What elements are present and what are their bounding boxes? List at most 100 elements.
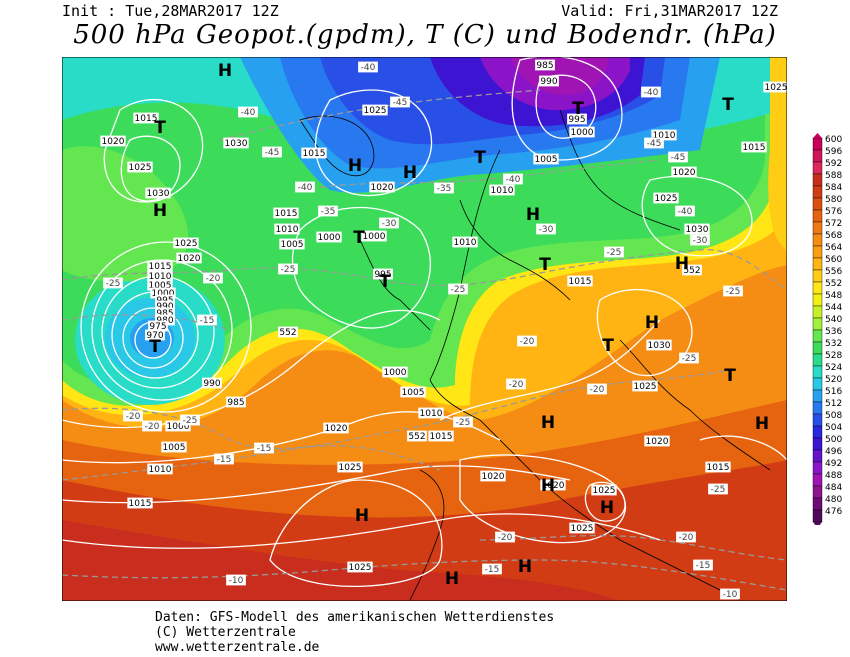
high-pressure-marker: H: [755, 414, 769, 434]
svg-text:1010: 1010: [491, 186, 514, 196]
footer-data-source: Daten: GFS-Modell des amerikanischen Wet…: [155, 610, 555, 625]
temperature-label: -10: [226, 574, 246, 586]
svg-text:-30: -30: [539, 225, 554, 235]
scale-swatch: [812, 329, 823, 343]
scale-label: 564: [825, 243, 842, 253]
high-pressure-marker: H: [348, 156, 362, 176]
svg-text:-20: -20: [679, 533, 694, 543]
low-pressure-marker: T: [572, 99, 584, 119]
scale-label: 508: [825, 411, 842, 421]
pressure-label: 1025: [569, 522, 595, 534]
svg-text:-25: -25: [451, 285, 466, 295]
svg-text:1025: 1025: [349, 563, 372, 573]
temperature-label: -25: [604, 246, 624, 258]
land-outlines: [299, 109, 771, 601]
scale-swatch: [812, 233, 823, 247]
svg-text:1015: 1015: [135, 114, 158, 124]
temperature-label: -20: [676, 531, 696, 543]
temperature-label: -40: [675, 205, 695, 217]
scale-label: 588: [825, 171, 842, 181]
svg-text:-25: -25: [106, 279, 121, 289]
pressure-label: 1010: [274, 223, 300, 235]
temperature-label: -10: [720, 588, 740, 600]
svg-text:-45: -45: [647, 139, 662, 149]
chart-title: 500 hPa Geopot.(gpdm), T (C) und Bodendr…: [73, 20, 777, 50]
pressure-label: 1005: [161, 441, 187, 453]
pressure-label: 1030: [684, 223, 710, 235]
pressure-label: 1030: [223, 137, 249, 149]
scale-label: 500: [825, 435, 842, 445]
pressure-label: 1015: [147, 260, 173, 272]
low-pressure-marker: T: [602, 336, 614, 356]
scale-label: 480: [825, 495, 842, 505]
svg-text:1010: 1010: [149, 272, 172, 282]
svg-text:1010: 1010: [276, 225, 299, 235]
svg-text:1005: 1005: [163, 443, 186, 453]
pressure-label: 990: [202, 377, 222, 389]
pressure-label: 975: [148, 320, 168, 332]
temperature-label: -15: [482, 563, 502, 575]
temperature-label: -45: [390, 96, 410, 108]
svg-text:1000: 1000: [152, 289, 175, 299]
pressure-label: 1025: [632, 380, 658, 392]
scale-label: 548: [825, 291, 842, 301]
pressure-label: 1020: [100, 135, 126, 147]
svg-text:-35: -35: [321, 207, 336, 217]
pressure-label: 1025: [653, 192, 679, 204]
scale-swatch: [812, 497, 823, 511]
scale-label: 484: [825, 483, 842, 493]
svg-text:-25: -25: [607, 248, 622, 258]
svg-text:-40: -40: [298, 183, 313, 193]
svg-text:-45: -45: [393, 98, 408, 108]
scale-label: 540: [825, 315, 842, 325]
svg-text:1020: 1020: [178, 254, 201, 264]
scale-label: 528: [825, 351, 842, 361]
scale-label: 552: [825, 279, 842, 289]
svg-text:1005: 1005: [281, 240, 304, 250]
svg-text:1005: 1005: [535, 155, 558, 165]
pressure-label: 1025: [347, 561, 373, 573]
low-pressure-marker: T: [379, 272, 391, 292]
scale-label: 524: [825, 363, 842, 373]
pressure-label: 1015: [301, 147, 327, 159]
pressure-label: 1030: [646, 339, 672, 351]
high-pressure-marker: H: [675, 254, 689, 274]
svg-text:1000: 1000: [167, 422, 190, 432]
svg-text:1020: 1020: [542, 481, 565, 491]
pressure-label: 1000: [569, 126, 595, 138]
scale-swatch: [812, 317, 823, 331]
scale-swatch: [812, 137, 823, 151]
svg-text:1015: 1015: [275, 209, 298, 219]
svg-text:985: 985: [227, 398, 244, 408]
svg-text:-20: -20: [509, 380, 524, 390]
scale-label: 488: [825, 471, 842, 481]
temperature-label: -20: [203, 272, 223, 284]
high-pressure-marker: H: [218, 61, 232, 81]
svg-text:-40: -40: [361, 63, 376, 73]
scale-swatch: [812, 161, 823, 175]
scale-label: 496: [825, 447, 842, 457]
temperature-label: -20: [142, 420, 162, 432]
scale-swatch: [812, 281, 823, 295]
scale-swatch: [812, 461, 823, 475]
scale-label: 600: [825, 135, 842, 145]
pressure-label: 1000: [165, 420, 191, 432]
pressure-label: 1015: [428, 430, 454, 442]
svg-text:1020: 1020: [646, 437, 669, 447]
temperature-label: -30: [379, 217, 399, 229]
scale-label: 580: [825, 195, 842, 205]
scale-label: 568: [825, 231, 842, 241]
scale-swatch: [812, 149, 823, 163]
svg-text:1000: 1000: [363, 232, 386, 242]
pressure-label: 985: [535, 59, 555, 71]
pressure-label: 1000: [316, 231, 342, 243]
pressure-label: 1010: [489, 184, 515, 196]
svg-text:1025: 1025: [571, 524, 594, 534]
pressure-label: 1010: [418, 407, 444, 419]
weather-map: 1015102010251030103010151020102510151010…: [62, 57, 787, 601]
center-markers: H H H H H H H H H H H H H H T T T T T T T T T T: [149, 61, 769, 589]
pressure-label: 1000: [150, 287, 176, 299]
high-pressure-marker: H: [355, 506, 369, 526]
temperature-label: -15: [197, 314, 217, 326]
scale-label: 584: [825, 183, 842, 193]
